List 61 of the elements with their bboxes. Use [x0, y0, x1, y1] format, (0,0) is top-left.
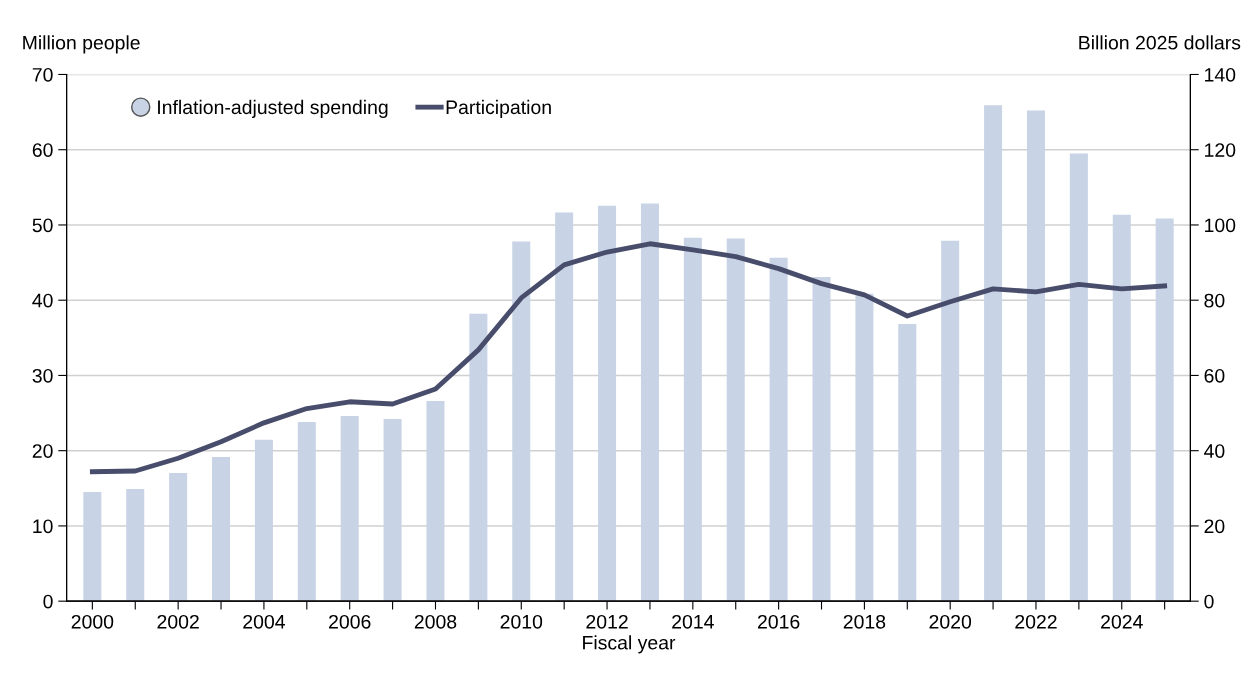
bar: [683, 237, 702, 602]
y2-tick-label: 40: [1204, 444, 1225, 458]
bar: [726, 238, 745, 602]
legend-label: Participation: [446, 99, 551, 118]
bar: [83, 492, 102, 602]
y2-tick-label: 100: [1205, 218, 1236, 233]
bar: [598, 205, 617, 602]
bar: [941, 240, 960, 602]
bar: [1112, 214, 1131, 602]
y-tick-label: 60: [32, 143, 53, 157]
bar: [812, 276, 831, 602]
y-tick-label: 0: [43, 594, 53, 609]
y2-tick-label: 20: [1204, 519, 1225, 534]
bar: [512, 241, 531, 602]
bar: [340, 416, 359, 602]
bar: [1155, 218, 1174, 602]
y-tick-label: 10: [33, 519, 53, 534]
bar: [855, 293, 874, 602]
x-tick-label: 2008: [414, 614, 457, 629]
bar: [297, 422, 316, 602]
y2-tick-label: 80: [1204, 293, 1225, 308]
bar: [898, 323, 917, 602]
bar: [426, 401, 445, 602]
bar: [212, 457, 231, 602]
x-tick-label: 2020: [929, 614, 972, 629]
bar: [469, 313, 488, 602]
x-tick-label: 2000: [71, 614, 114, 629]
y2-axis-title: Billion 2025 dollars: [1079, 35, 1241, 50]
x-tick-label: 2002: [157, 614, 199, 629]
x-axis-title: Fiscal year: [583, 635, 676, 654]
y-tick-label: 40: [32, 293, 53, 308]
y-axis-title: Million people: [23, 35, 140, 54]
x-tick-label: 2018: [843, 614, 886, 629]
bar: [126, 489, 145, 602]
x-tick-label: 2022: [1015, 614, 1057, 629]
x-tick-label: 2010: [500, 614, 543, 629]
y-tick-label: 30: [32, 368, 53, 383]
y-tick-label: 20: [32, 444, 53, 458]
bar: [1026, 110, 1045, 602]
x-tick-label: 2004: [243, 614, 285, 629]
x-tick-label: 2014: [672, 614, 714, 629]
x-tick-label: 2024: [1101, 614, 1143, 629]
bar: [640, 203, 659, 602]
y-tick-label: 70: [32, 67, 53, 82]
y2-tick-label: 0: [1204, 594, 1214, 609]
y2-tick-label: 120: [1205, 143, 1236, 157]
y2-tick-label: 60: [1204, 368, 1225, 383]
bar: [984, 105, 1003, 602]
line-series: [89, 241, 1168, 475]
bar: [769, 257, 788, 602]
bar: [383, 419, 402, 602]
bar: [1069, 153, 1088, 602]
legend-label: Inflation-adjusted spending: [158, 99, 388, 118]
bar: [555, 212, 574, 602]
bar: [254, 439, 273, 602]
y-tick-label: 50: [32, 218, 53, 233]
x-tick-label: 2012: [586, 614, 628, 629]
x-tick-label: 2006: [329, 614, 371, 629]
bar: [169, 472, 188, 602]
y2-tick-label: 140: [1205, 67, 1236, 82]
x-tick-label: 2016: [757, 614, 800, 629]
